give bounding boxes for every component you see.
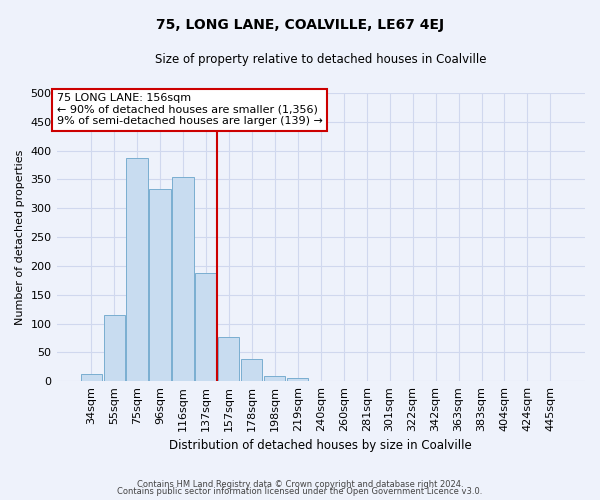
Bar: [218, 338, 239, 381]
Text: 75, LONG LANE, COALVILLE, LE67 4EJ: 75, LONG LANE, COALVILLE, LE67 4EJ: [156, 18, 444, 32]
Bar: [264, 376, 286, 381]
Text: Contains public sector information licensed under the Open Government Licence v3: Contains public sector information licen…: [118, 487, 482, 496]
Y-axis label: Number of detached properties: Number of detached properties: [15, 150, 25, 325]
Bar: [287, 378, 308, 381]
Bar: [241, 358, 262, 381]
Bar: [149, 188, 170, 381]
Bar: [127, 158, 148, 381]
Bar: [172, 177, 194, 381]
Text: 75 LONG LANE: 156sqm
← 90% of detached houses are smaller (1,356)
9% of semi-det: 75 LONG LANE: 156sqm ← 90% of detached h…: [56, 93, 322, 126]
Text: Contains HM Land Registry data © Crown copyright and database right 2024.: Contains HM Land Registry data © Crown c…: [137, 480, 463, 489]
Bar: [196, 273, 217, 381]
Bar: [80, 374, 101, 381]
Title: Size of property relative to detached houses in Coalville: Size of property relative to detached ho…: [155, 52, 487, 66]
Bar: [540, 380, 561, 381]
X-axis label: Distribution of detached houses by size in Coalville: Distribution of detached houses by size …: [169, 440, 472, 452]
Bar: [104, 316, 125, 381]
Bar: [517, 380, 538, 381]
